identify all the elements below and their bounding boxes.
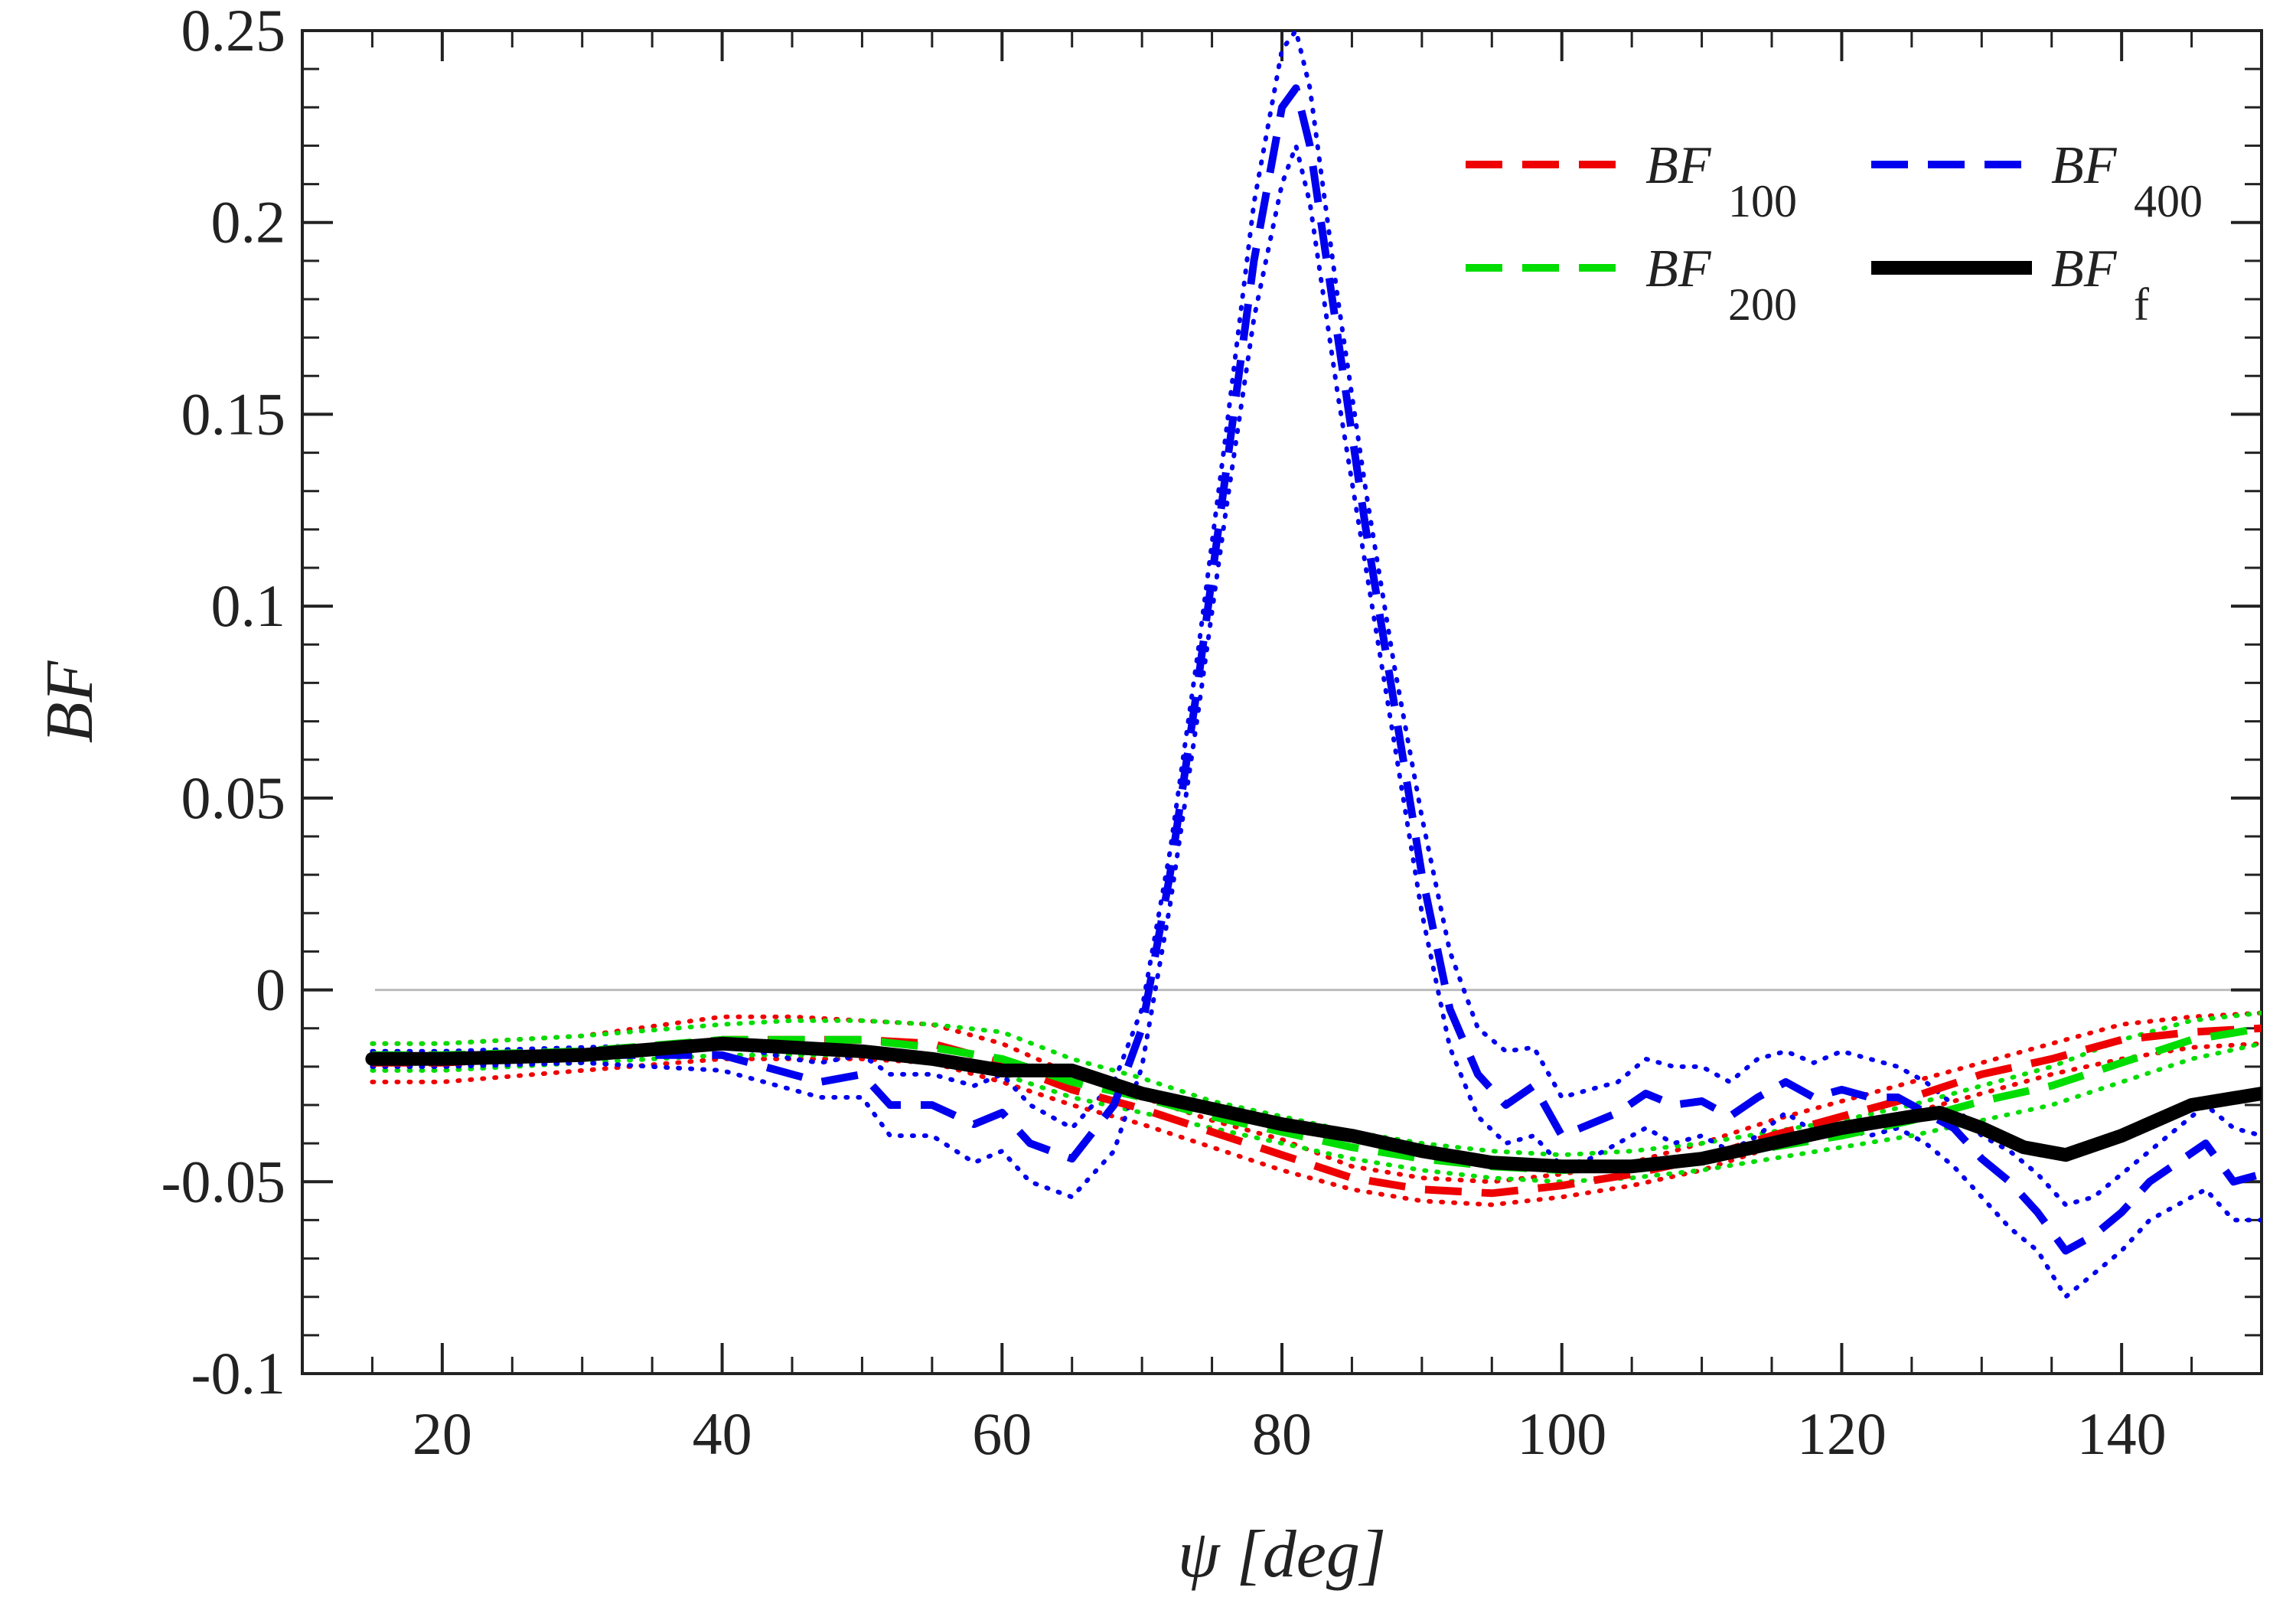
x-tick-label: 20 <box>413 1400 472 1467</box>
data-series <box>365 84 2262 1255</box>
legend-subscript-bf200: 200 <box>1728 279 1797 330</box>
legend-label-bf200: BF <box>1645 240 1712 298</box>
x-tick-label: 100 <box>1517 1400 1606 1467</box>
axis-ticks <box>301 29 2263 1375</box>
series-bff-line <box>365 1036 2262 1174</box>
legend-subscript-bff: f <box>2134 279 2149 330</box>
x-tick-label: 60 <box>972 1400 1032 1467</box>
legend-label-bf400: BF <box>2051 136 2118 195</box>
y-tick-label: 0.15 <box>181 380 286 447</box>
series-bf200-line <box>372 1024 2262 1175</box>
series-bf100-lower-band <box>370 1041 2262 1208</box>
legend-subscript-bf100: 100 <box>1728 176 1797 227</box>
x-tick-label: 80 <box>1252 1400 1312 1467</box>
series-bf400-lower-band <box>370 138 2262 1301</box>
y-tick-label: -0.05 <box>161 1148 285 1214</box>
x-tick-label: 120 <box>1797 1400 1887 1467</box>
y-tick-label: 0.1 <box>211 572 286 639</box>
legend-label-bf100: BF <box>1645 136 1712 195</box>
x-tick-label: 40 <box>693 1400 752 1467</box>
legend-label-bff: BF <box>2051 240 2118 298</box>
legend-subscript-bf400: 400 <box>2134 176 2203 227</box>
y-tick-label: 0.2 <box>211 189 286 256</box>
legend: BF 100 BF 200 BF 400 BF f <box>1466 136 2203 330</box>
y-tick-label: -0.1 <box>191 1340 285 1407</box>
series-bf400-line <box>372 84 2262 1255</box>
x-axis-label: ψ [deg] <box>1178 1517 1386 1592</box>
x-tick-label: 140 <box>2077 1400 2167 1467</box>
plot-area <box>301 29 2263 1375</box>
y-axis-label: BF <box>33 660 107 744</box>
uncertainty-bands <box>370 31 2262 1301</box>
series-bf100-upper-band <box>370 1010 2262 1185</box>
y-tick-label: 0.05 <box>181 764 286 831</box>
y-tick-label: 0.25 <box>181 0 286 64</box>
tick-labels: 20 40 60 80 100 120 140 -0.1 -0.05 0 0.05 0.1 0.15 0.… <box>161 0 2167 1467</box>
y-tick-label: 0 <box>256 957 285 1023</box>
